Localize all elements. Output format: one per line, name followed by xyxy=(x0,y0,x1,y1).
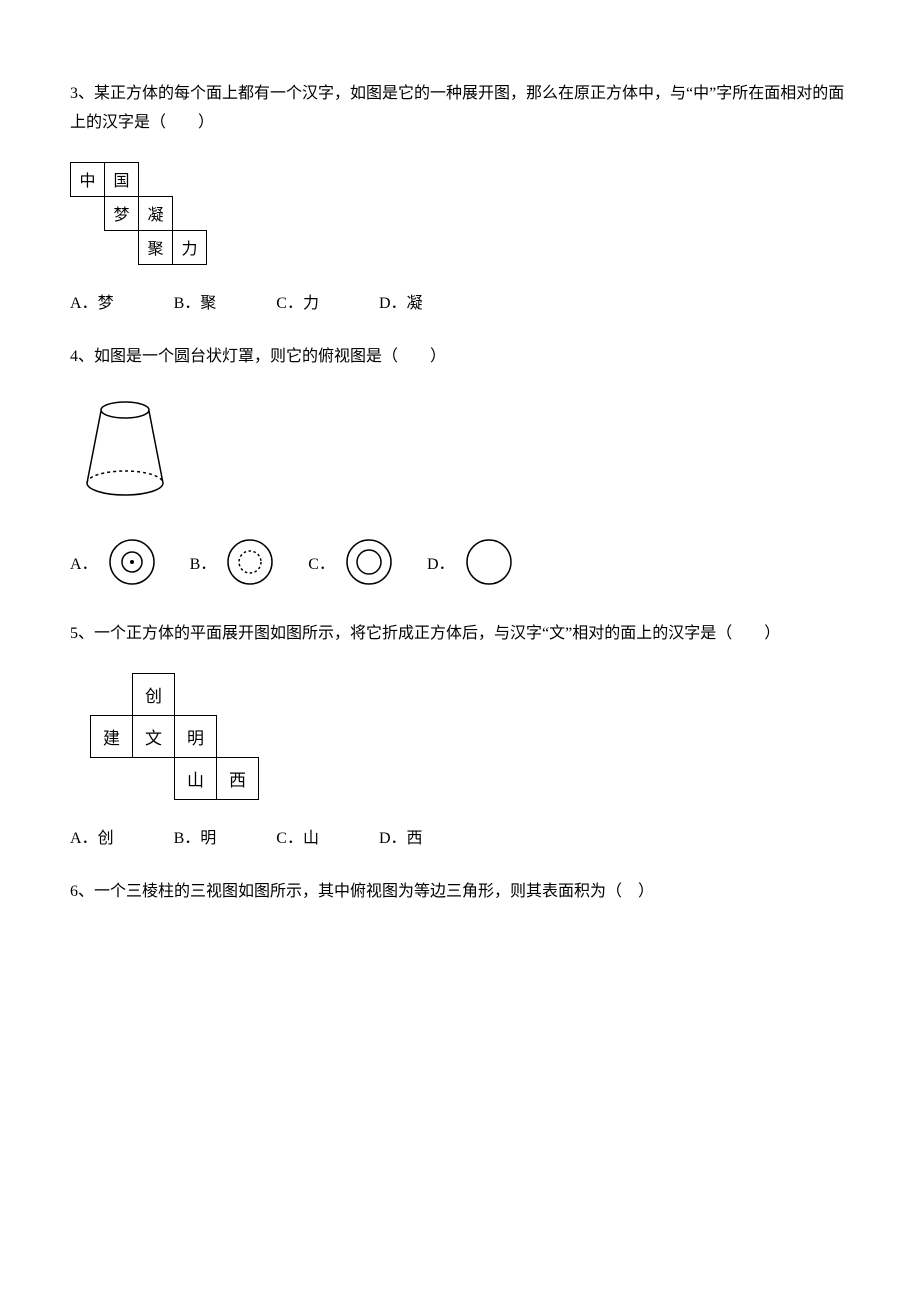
q5-net-cell: 创 xyxy=(133,674,175,716)
q6-text: 6、一个三棱柱的三视图如图所示，其中俯视图为等边三角形，则其表面积为（ ） xyxy=(70,878,850,907)
q5-net-cell: 明 xyxy=(175,716,217,758)
circle-dashed-inner-icon xyxy=(222,534,278,590)
q3-net-empty xyxy=(139,162,173,196)
opt-label: C． xyxy=(308,550,335,574)
q3-net-cell: 国 xyxy=(105,162,139,196)
q3-text: 3、某正方体的每个面上都有一个汉字，如图是它的一种展开图，那么在原正方体中，与“… xyxy=(70,80,850,138)
q3-option-b: B．聚 xyxy=(174,289,217,313)
q5-option-b: B．明 xyxy=(174,824,217,848)
q4-frustum xyxy=(70,395,850,510)
q3-net-cell: 聚 xyxy=(139,230,173,264)
opt-value: 西 xyxy=(407,830,423,847)
q4-option-a: A． xyxy=(70,534,160,590)
q4-option-c: C． xyxy=(308,534,397,590)
circle-solid-inner-dot-icon xyxy=(104,534,160,590)
opt-value: 山 xyxy=(303,830,319,847)
q3-net: 中 国 梦 凝 聚 力 xyxy=(70,162,850,265)
q5-net-cell: 建 xyxy=(91,716,133,758)
q3-option-a: A．梦 xyxy=(70,289,114,313)
opt-prefix: B． xyxy=(174,830,201,847)
q4-text: 4、如图是一个圆台状灯罩，则它的俯视图是（ ） xyxy=(70,343,850,372)
q5-net-empty xyxy=(91,674,133,716)
q3-net-cell: 中 xyxy=(71,162,105,196)
opt-prefix: D． xyxy=(379,295,407,312)
q5-text: 5、一个正方体的平面展开图如图所示，将它折成正方体后，与汉字“文”相对的面上的汉… xyxy=(70,620,850,649)
q3-net-empty xyxy=(71,230,105,264)
q3-options: A．梦 B．聚 C．力 D．凝 xyxy=(70,289,850,313)
q3-net-empty xyxy=(71,196,105,230)
q5-net-cell: 山 xyxy=(175,758,217,800)
q5-options: A．创 B．明 C．山 D．西 xyxy=(70,824,850,848)
q4-options: A． B． C． D． xyxy=(70,534,850,590)
opt-value: 凝 xyxy=(407,295,423,312)
q5-net-empty xyxy=(91,758,133,800)
opt-value: 创 xyxy=(98,830,114,847)
q4-option-d: D． xyxy=(427,534,517,590)
opt-prefix: C． xyxy=(276,830,303,847)
q3-net-empty xyxy=(173,162,207,196)
frustum-icon xyxy=(70,395,180,505)
q5-net-empty xyxy=(133,758,175,800)
opt-prefix: D． xyxy=(379,830,407,847)
circle-single-icon xyxy=(461,534,517,590)
opt-label: A． xyxy=(70,550,98,574)
q5-option-a: A．创 xyxy=(70,824,114,848)
q3-net-empty xyxy=(105,230,139,264)
opt-prefix: A． xyxy=(70,830,98,847)
q3-net-cell: 力 xyxy=(173,230,207,264)
q5-option-d: D．西 xyxy=(379,824,423,848)
q4-option-b: B． xyxy=(190,534,279,590)
q3-option-d: D．凝 xyxy=(379,289,423,313)
q5-net-cell: 西 xyxy=(217,758,259,800)
opt-value: 聚 xyxy=(200,295,216,312)
opt-value: 梦 xyxy=(98,295,114,312)
opt-prefix: C． xyxy=(276,295,303,312)
q5-net-cell: 文 xyxy=(133,716,175,758)
opt-prefix: B． xyxy=(174,295,201,312)
circle-solid-inner-icon xyxy=(341,534,397,590)
opt-label: B． xyxy=(190,550,217,574)
opt-prefix: A． xyxy=(70,295,98,312)
q5-net: 创 建 文 明 山 西 xyxy=(90,673,850,800)
q3-option-c: C．力 xyxy=(276,289,319,313)
q5-net-empty xyxy=(175,674,217,716)
q5-net-empty xyxy=(217,716,259,758)
opt-value: 明 xyxy=(200,830,216,847)
q3-net-cell: 凝 xyxy=(139,196,173,230)
q5-option-c: C．山 xyxy=(276,824,319,848)
q5-net-empty xyxy=(217,674,259,716)
opt-label: D． xyxy=(427,550,455,574)
q3-net-cell: 梦 xyxy=(105,196,139,230)
opt-value: 力 xyxy=(303,295,319,312)
q3-net-empty xyxy=(173,196,207,230)
